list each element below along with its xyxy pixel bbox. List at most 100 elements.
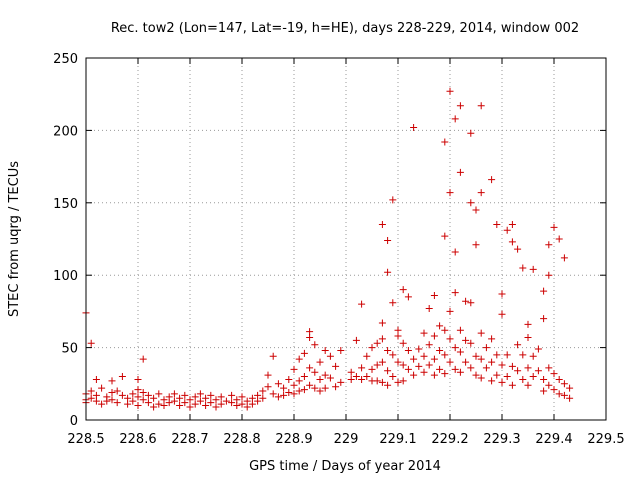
data-point: [555, 235, 563, 243]
data-point: [420, 352, 428, 360]
data-point: [508, 221, 516, 229]
grid-lines: [86, 58, 606, 420]
data-point: [503, 226, 511, 234]
data-point: [425, 305, 433, 313]
data-point: [165, 399, 173, 407]
data-point: [378, 221, 386, 229]
data-point: [129, 390, 137, 398]
data-point: [378, 319, 386, 327]
data-point: [118, 373, 126, 381]
data-point: [316, 375, 324, 383]
data-point: [186, 396, 194, 404]
data-point: [337, 378, 345, 386]
data-point: [436, 346, 444, 354]
data-point: [404, 293, 412, 301]
data-point: [134, 386, 142, 394]
x-tick-label: 229.2: [431, 432, 468, 447]
data-point: [347, 368, 355, 376]
data-point: [103, 397, 111, 405]
data-point: [155, 400, 163, 408]
data-point: [118, 391, 126, 399]
data-point: [514, 341, 522, 349]
data-point: [144, 399, 152, 407]
data-point: [456, 102, 464, 110]
data-point: [139, 355, 147, 363]
data-point: [280, 384, 288, 392]
x-tick-label: 228.6: [119, 432, 156, 447]
y-tick-label: 50: [61, 342, 78, 357]
data-point: [545, 271, 553, 279]
data-point: [410, 124, 418, 132]
data-point: [259, 387, 267, 395]
data-point: [306, 381, 314, 389]
data-point: [462, 297, 470, 305]
data-point: [170, 397, 178, 405]
data-point: [472, 241, 480, 249]
data-point: [462, 358, 470, 366]
data-point: [394, 332, 402, 340]
data-point: [254, 397, 262, 405]
data-point: [352, 336, 360, 344]
data-point: [269, 352, 277, 360]
data-point: [430, 332, 438, 340]
data-point: [280, 391, 288, 399]
x-axis-ticks: 228.5 228.6 228.7 228.8 228.9 229 229.1 229.2 22…: [67, 58, 625, 447]
x-tick-label: 228.7: [171, 432, 208, 447]
data-point: [493, 371, 501, 379]
data-point: [202, 394, 210, 402]
data-point: [441, 351, 449, 359]
data-point: [378, 378, 386, 386]
data-point: [472, 206, 480, 214]
data-point: [191, 400, 199, 408]
data-point: [389, 351, 397, 359]
data-point: [306, 364, 314, 372]
data-point: [321, 371, 329, 379]
data-point: [477, 355, 485, 363]
data-point: [98, 400, 106, 408]
data-point: [113, 399, 121, 407]
data-point: [540, 315, 548, 323]
data-point: [212, 403, 220, 411]
data-point: [389, 299, 397, 307]
data-point: [326, 374, 334, 382]
data-point: [519, 375, 527, 383]
data-point: [176, 394, 184, 402]
data-point: [264, 371, 272, 379]
data-point: [534, 367, 542, 375]
data-point: [155, 390, 163, 398]
data-point: [514, 367, 522, 375]
data-point: [373, 361, 381, 369]
data-point: [228, 399, 236, 407]
data-point: [285, 375, 293, 383]
data-point: [498, 378, 506, 386]
data-point: [488, 358, 496, 366]
data-point: [295, 377, 303, 385]
data-point: [196, 397, 204, 405]
y-tick-label: 0: [70, 414, 78, 429]
y-axis-label: STEC from uqrg / TECUs: [7, 161, 22, 317]
data-point: [378, 335, 386, 343]
data-point: [436, 322, 444, 330]
data-point: [217, 400, 225, 408]
data-point: [150, 394, 158, 402]
data-point: [477, 329, 485, 337]
data-point: [295, 355, 303, 363]
data-point: [378, 358, 386, 366]
data-point: [363, 373, 371, 381]
data-point: [207, 399, 215, 407]
y-tick-label: 200: [53, 124, 78, 139]
data-point: [394, 358, 402, 366]
data-point: [176, 402, 184, 410]
data-point: [477, 189, 485, 197]
data-point: [488, 377, 496, 385]
data-point: [181, 399, 189, 407]
data-point: [384, 268, 392, 276]
data-point: [134, 402, 142, 410]
data-point: [108, 396, 116, 404]
data-point: [300, 386, 308, 394]
data-point: [560, 391, 568, 399]
data-point: [420, 368, 428, 376]
data-point: [467, 129, 475, 137]
data-series-stec: [82, 87, 574, 411]
data-point: [399, 339, 407, 347]
